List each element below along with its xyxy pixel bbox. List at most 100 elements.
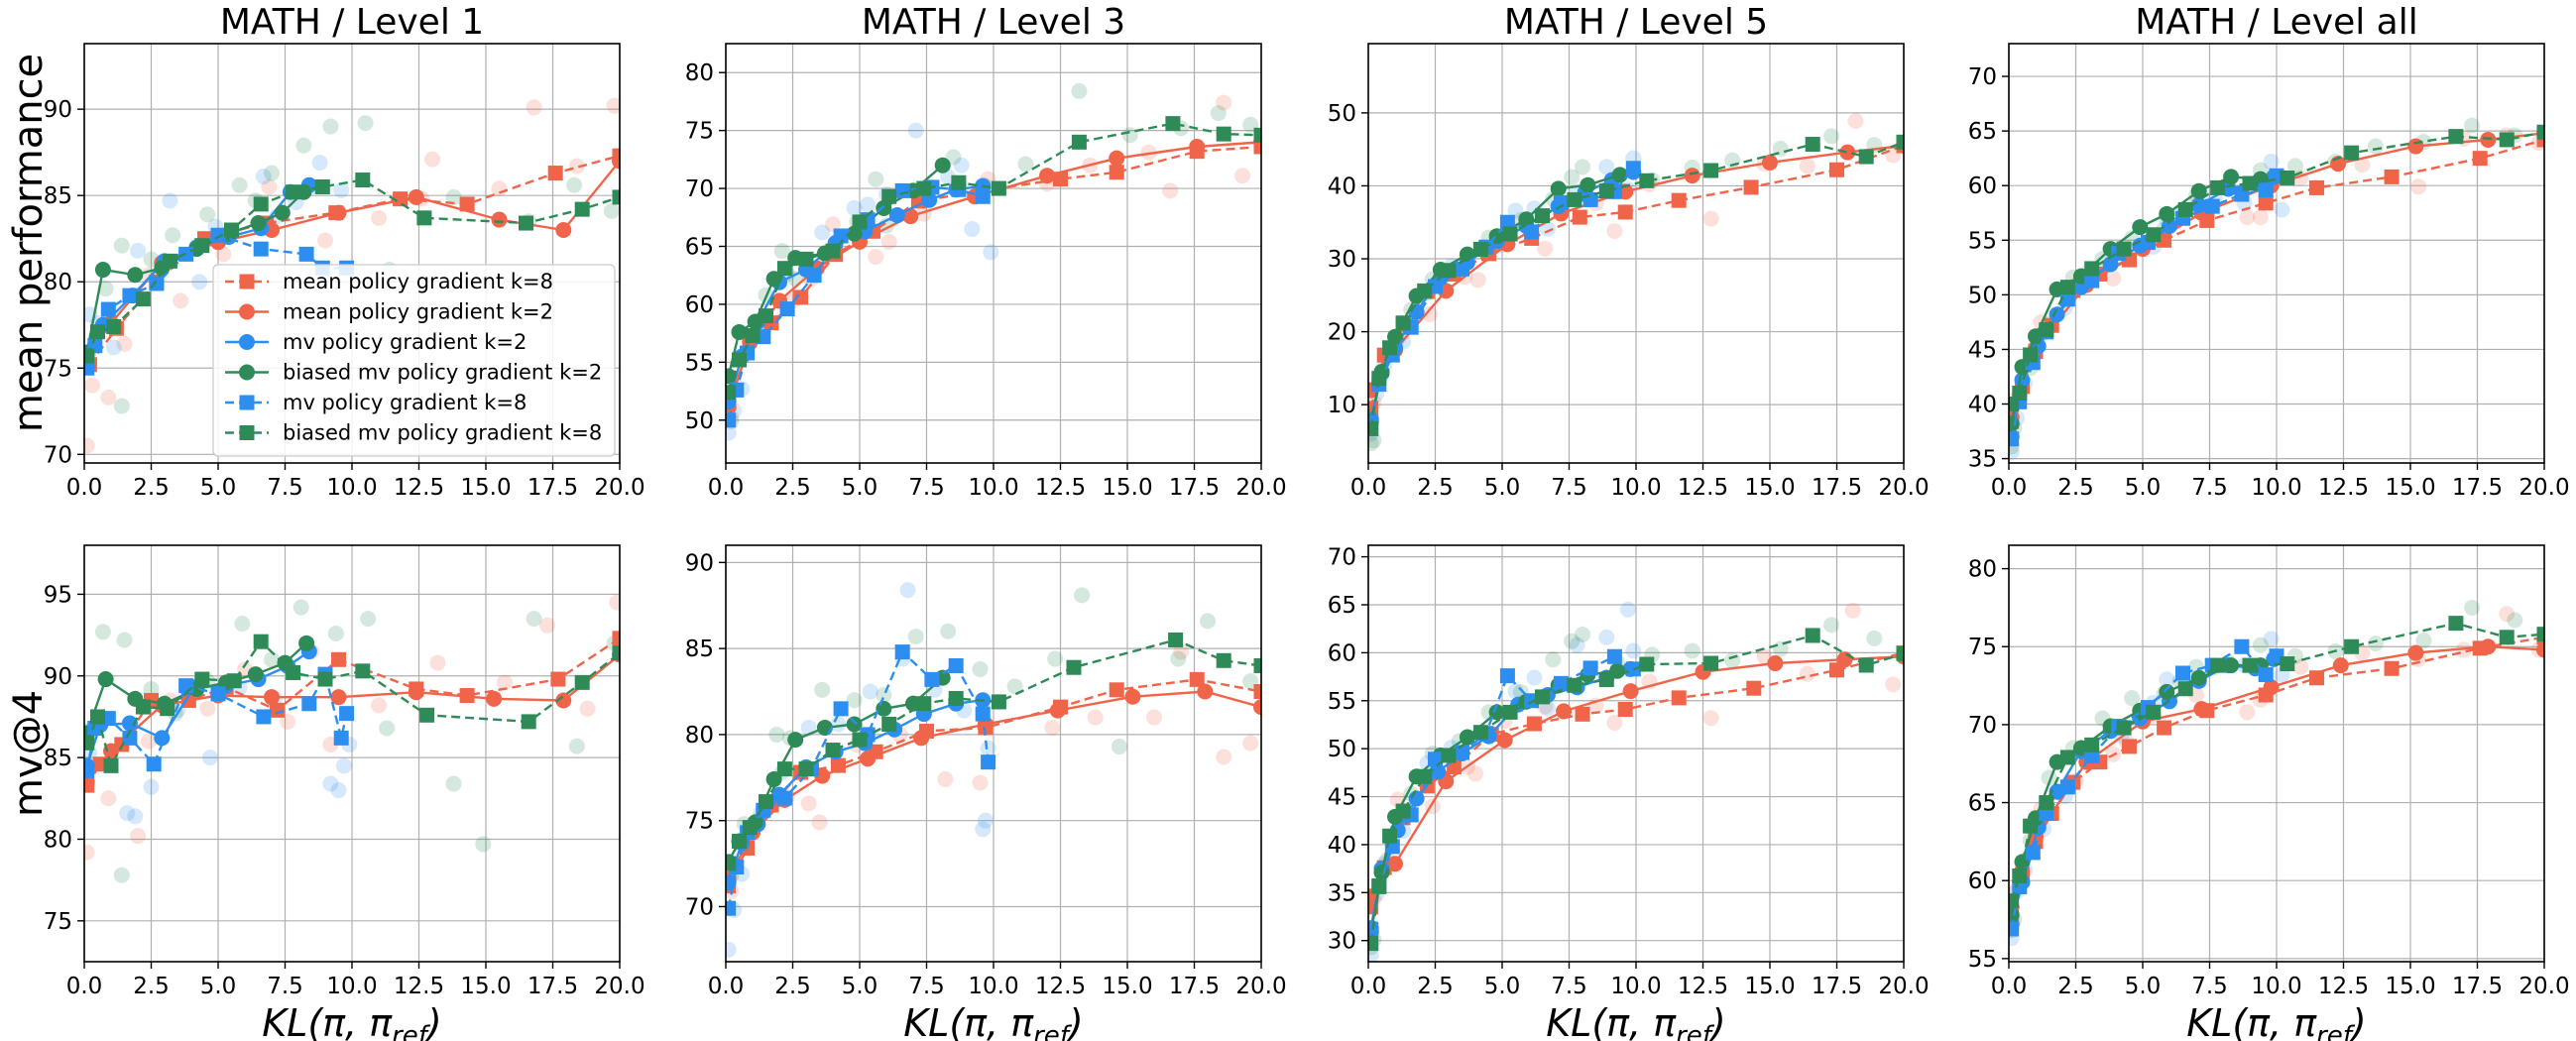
background-point bbox=[1469, 272, 1486, 289]
x-tick-label: 5.0 bbox=[200, 974, 237, 999]
data-point bbox=[924, 671, 940, 687]
data-point bbox=[84, 348, 95, 364]
legend-label: mean policy gradient k=8 bbox=[283, 270, 553, 293]
legend-box bbox=[212, 264, 616, 457]
data-point bbox=[1459, 246, 1475, 263]
y-tick-label: 80 bbox=[685, 60, 714, 86]
data-point bbox=[1502, 226, 1518, 242]
data-point bbox=[2344, 145, 2360, 161]
data-point bbox=[2344, 638, 2360, 654]
data-point bbox=[975, 706, 991, 722]
data-point bbox=[1109, 165, 1124, 180]
chart-panel-3: 0.0 2.5 5.0 7.5 10.0 12.5 15.0 17.5 20.0 10 20 30 40… bbox=[1328, 2, 1930, 501]
data-point bbox=[1858, 149, 1874, 165]
background-point bbox=[429, 654, 446, 671]
data-point bbox=[408, 188, 424, 205]
x-tick-label: 0.0 bbox=[708, 974, 745, 999]
x-tick-label: 15.0 bbox=[460, 475, 511, 501]
data-point bbox=[2059, 291, 2075, 307]
data-point bbox=[2159, 205, 2175, 222]
data-point bbox=[732, 834, 747, 850]
data-point bbox=[1567, 677, 1582, 693]
x-tick-label: 17.5 bbox=[1169, 974, 1220, 999]
data-point bbox=[84, 773, 95, 790]
data-point bbox=[1049, 702, 1066, 719]
background-point bbox=[526, 99, 542, 116]
data-point bbox=[1189, 138, 1206, 155]
y-tick-label: 30 bbox=[1328, 247, 1356, 273]
background-point bbox=[1606, 715, 1623, 732]
data-point bbox=[921, 191, 938, 208]
data-point bbox=[2242, 175, 2258, 191]
y-tick-label: 10 bbox=[1328, 393, 1356, 418]
data-point bbox=[1368, 899, 1379, 915]
plot-area bbox=[84, 97, 620, 454]
data-point bbox=[1197, 683, 1214, 700]
y-tick-label: 80 bbox=[44, 270, 72, 295]
background-point bbox=[2415, 632, 2432, 648]
x-tick-label: 5.0 bbox=[2125, 974, 2162, 999]
x-tick-label: 10.0 bbox=[326, 475, 377, 501]
data-point bbox=[1622, 683, 1639, 700]
series-line-2 bbox=[2010, 644, 2544, 908]
background-point bbox=[1598, 629, 1615, 645]
background-point bbox=[2252, 209, 2269, 226]
background-point bbox=[1234, 168, 1251, 184]
x-tick-label: 15.0 bbox=[1744, 475, 1795, 501]
data-point bbox=[2536, 641, 2544, 658]
x-tick-label: 2.5 bbox=[774, 475, 811, 501]
background-point bbox=[868, 171, 884, 187]
x-tick-label: 5.0 bbox=[842, 475, 878, 501]
data-point bbox=[1617, 701, 1633, 717]
y-tick-label: 75 bbox=[44, 356, 72, 382]
data-point bbox=[981, 754, 996, 770]
series-line-6 bbox=[1369, 634, 1904, 944]
data-point bbox=[2023, 347, 2039, 363]
background-point bbox=[1799, 158, 1815, 174]
background-point bbox=[773, 243, 790, 260]
data-point bbox=[1805, 628, 1820, 643]
background-point bbox=[1121, 127, 1138, 144]
x-label-main: KL bbox=[2186, 1001, 2232, 1041]
background-point bbox=[1368, 435, 1379, 452]
y-tick-label: 75 bbox=[685, 809, 714, 835]
x-tick-label: 20.0 bbox=[1235, 974, 1286, 999]
background-point bbox=[2464, 117, 2481, 134]
background-point bbox=[264, 165, 280, 181]
x-tick-label: 5.0 bbox=[2125, 475, 2162, 501]
background-point bbox=[860, 196, 877, 213]
background-point bbox=[2367, 138, 2384, 155]
legend-label: biased mv policy gradient k=8 bbox=[283, 421, 602, 445]
background-point bbox=[980, 740, 996, 756]
x-tick-label: 20.0 bbox=[594, 475, 644, 501]
data-point bbox=[2536, 627, 2544, 642]
data-point bbox=[90, 324, 105, 340]
data-point bbox=[160, 701, 176, 717]
data-point bbox=[745, 327, 761, 343]
x-tick-label: 7.5 bbox=[1551, 475, 1587, 501]
background-point bbox=[234, 616, 251, 633]
x-tick-label: 7.5 bbox=[267, 475, 303, 501]
background-point bbox=[1823, 617, 1840, 634]
row-label-mv4: mv@4 bbox=[6, 690, 52, 817]
background-point bbox=[609, 594, 620, 611]
data-point bbox=[1499, 668, 1515, 684]
data-point bbox=[314, 178, 330, 194]
y-tick-label: 35 bbox=[1328, 880, 1356, 906]
data-point bbox=[2499, 132, 2515, 148]
data-point bbox=[1535, 689, 1550, 705]
data-point bbox=[2384, 169, 2400, 184]
background-point bbox=[1422, 305, 1439, 322]
data-point bbox=[224, 222, 239, 238]
data-point bbox=[1253, 127, 1261, 143]
background-point bbox=[2263, 631, 2280, 647]
background-point bbox=[1844, 602, 1861, 619]
data-point bbox=[2122, 739, 2137, 754]
data-point bbox=[876, 700, 892, 717]
x-tick-label: 20.0 bbox=[1878, 475, 1929, 501]
data-point bbox=[2190, 182, 2207, 199]
background-point bbox=[255, 169, 272, 185]
data-point bbox=[1216, 126, 1231, 142]
background-point bbox=[1598, 159, 1615, 175]
data-point bbox=[1639, 173, 1655, 188]
